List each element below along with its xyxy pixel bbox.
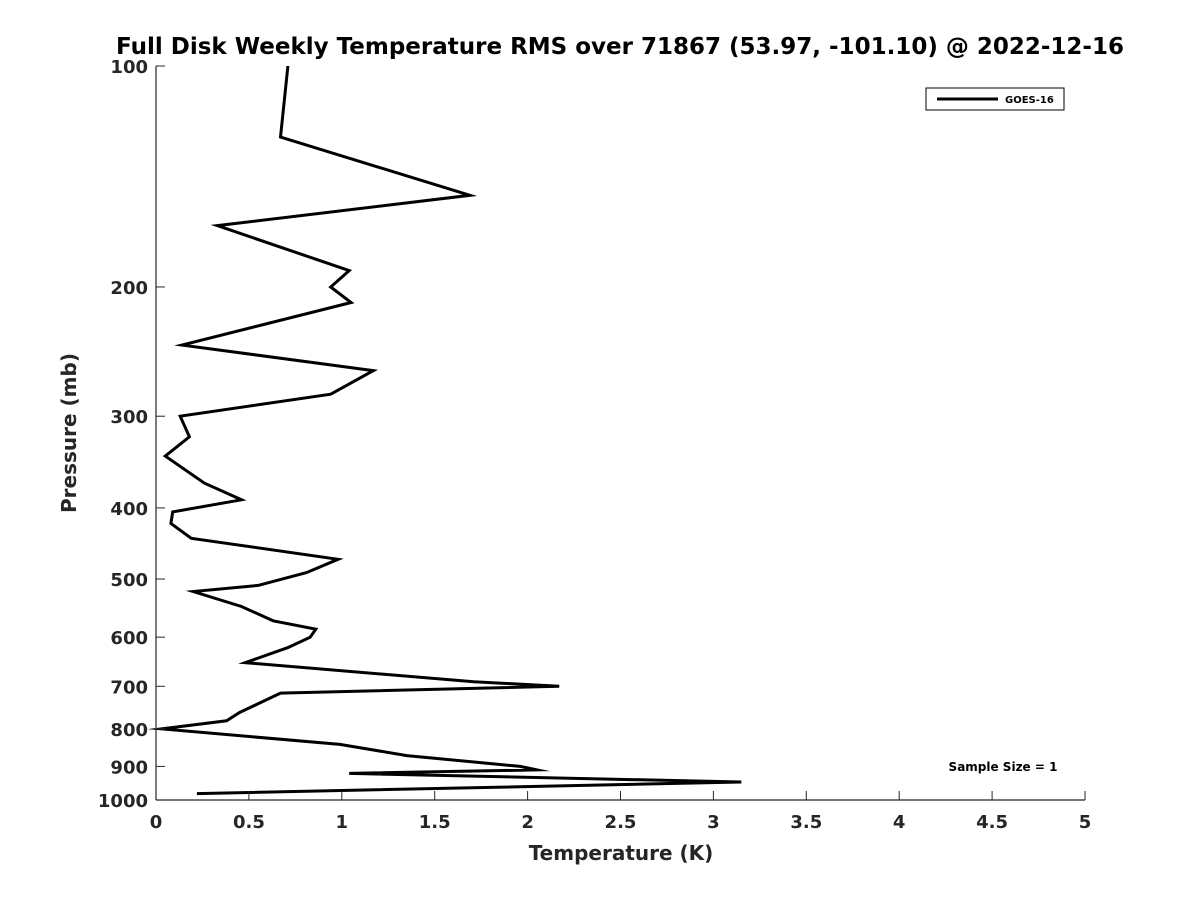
chart-title: Full Disk Weekly Temperature RMS over 71… — [116, 34, 1124, 60]
x-tick-label: 1 — [336, 812, 349, 833]
x-axis-label: Temperature (K) — [529, 841, 714, 865]
y-tick-label: 100 — [110, 57, 148, 78]
y-tick-label: 700 — [110, 677, 148, 698]
x-tick-label: 2.5 — [605, 812, 637, 833]
y-tick-label: 300 — [110, 407, 148, 428]
x-tick-label: 0.5 — [233, 812, 265, 833]
y-axis-label: Pressure (mb) — [57, 353, 81, 513]
y-tick-label: 900 — [110, 757, 148, 778]
x-tick-label: 2 — [521, 812, 534, 833]
series-line-goes-16 — [147, 65, 742, 796]
y-tick-label: 200 — [110, 278, 148, 299]
y-tick-label: 800 — [110, 720, 148, 741]
y-tick-label: 1000 — [98, 791, 148, 812]
sample-size-annotation: Sample Size = 1 — [949, 760, 1058, 774]
x-tick-label: 5 — [1079, 812, 1092, 833]
y-tick-label: 600 — [110, 628, 148, 649]
y-tick-label: 400 — [110, 499, 148, 520]
legend-label: GOES-16 — [1005, 95, 1054, 106]
x-axis: 0 0.5 1 1.5 2 2.5 3 3.5 4 4.5 5 — [150, 791, 1092, 833]
y-axis: 100 200 300 400 500 600 700 800 900 1000 — [98, 57, 165, 812]
x-tick-label: 3 — [707, 812, 720, 833]
x-tick-label: 1.5 — [419, 812, 451, 833]
x-tick-label: 4 — [893, 812, 906, 833]
legend: GOES-16 — [925, 87, 1065, 111]
x-tick-label: 4.5 — [976, 812, 1008, 833]
y-tick-label: 500 — [110, 570, 148, 591]
plot-area — [147, 65, 742, 796]
x-tick-label: 0 — [150, 812, 163, 833]
x-tick-label: 3.5 — [790, 812, 822, 833]
